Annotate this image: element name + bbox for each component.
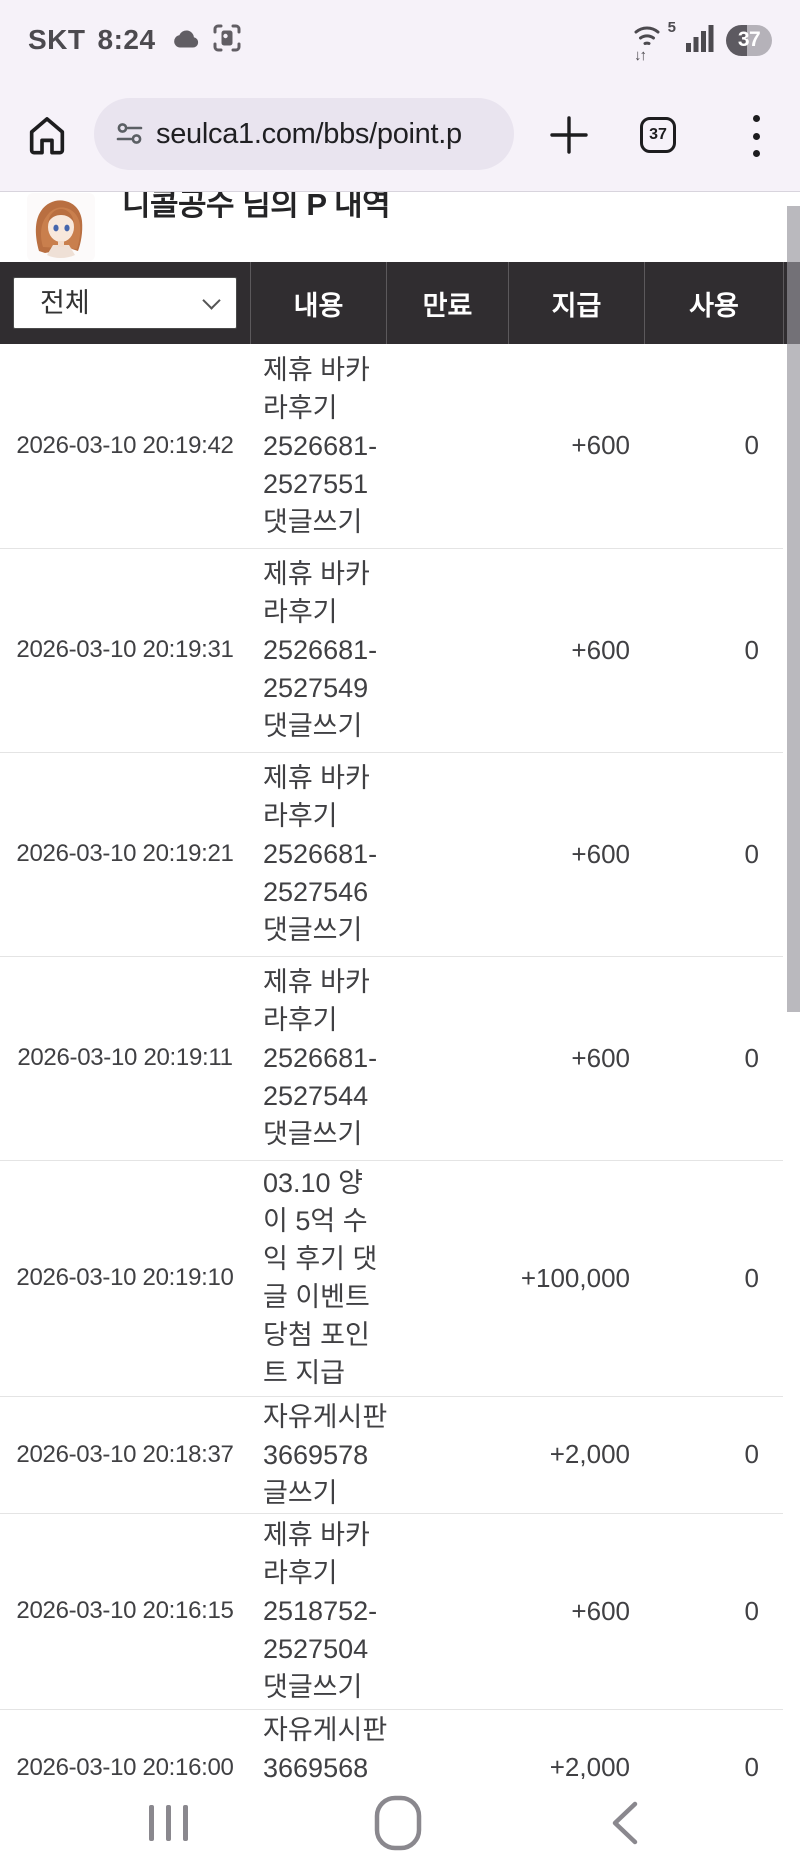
cell-date: 2026-03-10 20:19:31 [0, 548, 250, 753]
cell-expire [386, 548, 508, 753]
wifi-5-label: 5 [667, 19, 676, 36]
cell-content: 제휴 바카 라후기 2526681- 2527549 댓글쓰기 [250, 548, 386, 753]
cell-expire [386, 1709, 508, 1779]
recent-apps-icon[interactable] [128, 1779, 208, 1867]
wifi-activity-icon: 5 ↓↑ [632, 19, 676, 64]
cell-date: 2026-03-10 20:19:11 [0, 956, 250, 1161]
cell-expire [386, 1396, 508, 1514]
tab-switcher-icon[interactable]: 37 [640, 117, 676, 153]
carrier-label: SKT [28, 24, 86, 55]
cell-expire [386, 1160, 508, 1397]
col-header-used: 사용 [644, 262, 783, 344]
cell-grant: +600 [508, 1513, 644, 1710]
cell-used: 0 [644, 956, 783, 1161]
col-header-grant: 지급 [508, 262, 644, 344]
table-row: 2026-03-10 20:16:00 자유게시판 3669568 글쓰기 +2… [0, 1709, 783, 1779]
cell-expire [386, 1513, 508, 1710]
cell-date: 2026-03-10 20:18:37 [0, 1396, 250, 1514]
cell-used: 0 [644, 752, 783, 957]
tab-count: 37 [649, 126, 667, 143]
screen-capture-icon [212, 23, 242, 58]
cell-grant: +2,000 [508, 1396, 644, 1514]
col-header-content: 내용 [250, 262, 386, 344]
cell-content: 자유게시판 3669578 글쓰기 [250, 1396, 387, 1514]
filter-cell: 전체 [0, 262, 250, 344]
table-row: 2026-03-10 20:19:10 03.10 양 이 5억 수 익 후기 … [0, 1160, 783, 1397]
cell-grant: +100,000 [508, 1160, 644, 1397]
nav-back-icon[interactable] [584, 1779, 664, 1867]
cell-grant: +600 [508, 956, 644, 1161]
cell-date: 2026-03-10 20:16:00 [0, 1709, 250, 1779]
table-row: 2026-03-10 20:18:37 자유게시판 3669578 글쓰기 +2… [0, 1396, 783, 1514]
col-header-expire: 만료 [386, 262, 508, 344]
cell-content: 03.10 양 이 5억 수 익 후기 댓 글 이벤트 당첨 포인 트 지급 [250, 1160, 386, 1397]
nav-home-icon[interactable] [358, 1779, 438, 1867]
battery-icon: 37 [726, 24, 772, 56]
home-icon[interactable] [24, 112, 70, 158]
new-tab-icon[interactable] [546, 112, 592, 158]
cell-used: 0 [644, 1160, 783, 1397]
cell-content: 제휴 바카 라후기 2526681- 2527551 댓글쓰기 [250, 344, 386, 549]
status-bar: SKT 8:24 5 [0, 0, 800, 80]
cell-used: 0 [644, 1709, 783, 1779]
cell-date: 2026-03-10 20:19:10 [0, 1160, 250, 1397]
url-text[interactable]: seulca1.com/bbs/point.p [156, 118, 462, 150]
web-content: 니콜공수 님의 P 내역 전체 내용 만료 지급 사용 2026-03-10 2… [0, 192, 800, 1779]
cell-grant: +600 [508, 344, 644, 549]
signal-bars-icon [686, 23, 714, 58]
cell-grant: +600 [508, 752, 644, 957]
data-arrows: ↓↑ [634, 47, 647, 64]
cell-grant: +2,000 [508, 1709, 644, 1779]
menu-icon[interactable] [748, 115, 764, 157]
points-table: 2026-03-10 20:19:42 제휴 바카 라후기 2526681- 2… [0, 344, 783, 1779]
avatar [27, 193, 95, 261]
cell-used: 0 [644, 548, 783, 753]
cell-content: 제휴 바카 라후기 2526681- 2527546 댓글쓰기 [250, 752, 386, 957]
table-header: 전체 내용 만료 지급 사용 [0, 262, 800, 344]
clock: 8:24 [97, 24, 156, 55]
page-header: 니콜공수 님의 P 내역 [0, 192, 800, 262]
cell-expire [386, 344, 508, 549]
cell-date: 2026-03-10 20:19:21 [0, 752, 250, 957]
page-title: 니콜공수 님의 P 내역 [122, 192, 391, 222]
cell-grant: +600 [508, 548, 644, 753]
cell-expire [386, 752, 508, 957]
site-info-icon[interactable] [116, 120, 143, 152]
table-row: 2026-03-10 20:19:11 제휴 바카 라후기 2526681- 2… [0, 956, 783, 1161]
cell-used: 0 [644, 344, 783, 549]
cell-date: 2026-03-10 20:19:42 [0, 344, 250, 549]
cell-content: 제휴 바카 라후기 2518752- 2527504 댓글쓰기 [250, 1513, 386, 1710]
cell-expire [386, 956, 508, 1161]
table-row: 2026-03-10 20:19:31 제휴 바카 라후기 2526681- 2… [0, 548, 783, 753]
battery-percent: 37 [737, 28, 761, 51]
filter-select[interactable]: 전체 [13, 277, 237, 329]
scrollbar[interactable] [787, 206, 800, 1012]
cloud-icon [168, 26, 200, 55]
cell-date: 2026-03-10 20:16:15 [0, 1513, 250, 1710]
browser-toolbar: seulca1.com/bbs/point.p 37 [0, 80, 800, 192]
table-row: 2026-03-10 20:19:42 제휴 바카 라후기 2526681- 2… [0, 344, 783, 549]
navigation-bar [0, 1779, 800, 1867]
cell-content: 자유게시판 3669568 글쓰기 [250, 1709, 387, 1779]
cell-used: 0 [644, 1396, 783, 1514]
table-row: 2026-03-10 20:19:21 제휴 바카 라후기 2526681- 2… [0, 752, 783, 957]
cell-content: 제휴 바카 라후기 2526681- 2527544 댓글쓰기 [250, 956, 386, 1161]
cell-used: 0 [644, 1513, 783, 1710]
col-header-spacer [783, 262, 800, 344]
table-row: 2026-03-10 20:16:15 제휴 바카 라후기 2518752- 2… [0, 1513, 783, 1710]
url-bar[interactable]: seulca1.com/bbs/point.p [94, 98, 514, 170]
